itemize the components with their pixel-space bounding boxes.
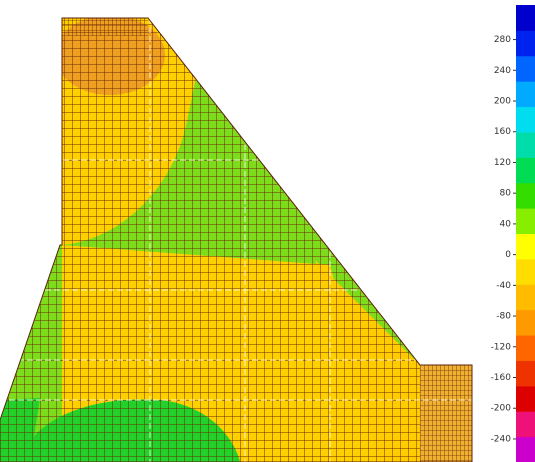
- colorbar-tick-label: 200: [494, 97, 511, 107]
- colorbar-tick-label: 280: [494, 35, 511, 45]
- colorbar-tick-label: 40: [500, 219, 512, 229]
- colorbar-tick-label: 240: [494, 66, 511, 76]
- colorbar-tick-label: -240: [491, 434, 512, 444]
- colorbar-band: [516, 284, 535, 311]
- mesh-plot: [0, 18, 472, 462]
- colorbar-band: [516, 106, 535, 133]
- colorbar-band: [516, 436, 535, 462]
- colorbar-band: [516, 157, 535, 184]
- colorbar-band: [516, 335, 535, 361]
- colorbar-tick-label: 0: [505, 250, 511, 260]
- colorbar-band: [516, 55, 535, 82]
- colorbar-tick-label: 160: [494, 127, 511, 137]
- colorbar-band: [516, 208, 535, 234]
- colorbar-band: [516, 5, 535, 31]
- colorbar-band: [516, 385, 535, 412]
- mesh-grid: [0, 18, 420, 462]
- mesh-grid: [62, 18, 148, 36]
- colorbar-tick-label: -120: [491, 342, 512, 352]
- colorbar-band: [516, 309, 535, 336]
- colorbar-tick-label: 80: [500, 189, 512, 199]
- colorbar-tick-label: -80: [496, 312, 511, 322]
- mesh-outline: [0, 17, 473, 462]
- colorbar-band: [516, 30, 535, 57]
- colorbar-band: [516, 360, 535, 387]
- colorbar-tick-label: -200: [491, 404, 512, 414]
- colorbar-tick-label: -160: [491, 373, 512, 383]
- colorbar-tick-label: -40: [496, 281, 511, 291]
- colorbar-band: [516, 81, 535, 108]
- colorbar-tick-label: 120: [494, 158, 511, 168]
- colorbar-band: [516, 182, 535, 209]
- colorbar-band: [516, 411, 535, 438]
- colorbar-band: [516, 258, 535, 285]
- colorbar-band: [516, 233, 535, 260]
- colorbar-band: [516, 131, 535, 158]
- colorbar: 280 240 200 160 120 80 40 0 -40 -80 -120 -160 -200 -2…: [491, 5, 535, 462]
- mesh-grid: [420, 365, 472, 462]
